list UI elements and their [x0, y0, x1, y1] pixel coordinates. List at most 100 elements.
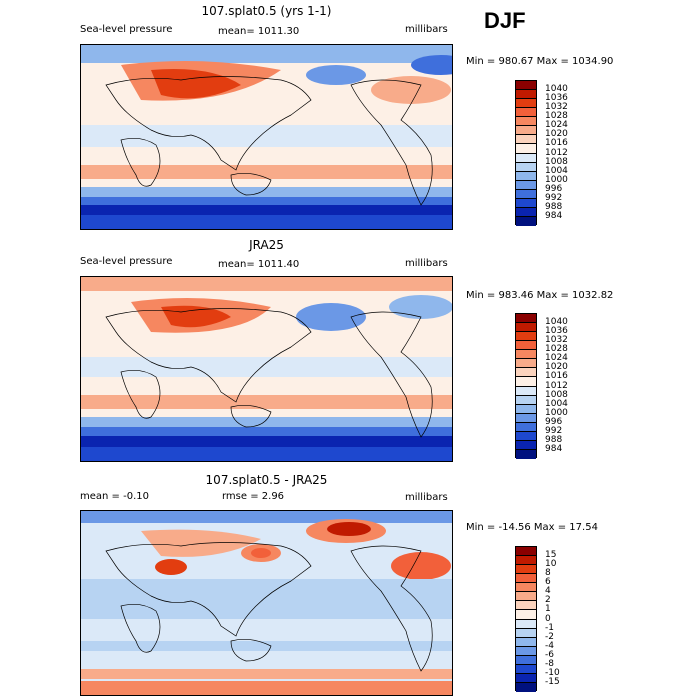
panel1-colorbar-label: 1036 [545, 93, 568, 104]
panel2-icelandic-low [389, 295, 452, 319]
panel1-minmax: Min = 980.67 Max = 1034.90 [466, 56, 614, 67]
panel3-colorbar-segment [516, 601, 536, 611]
panel2-colorbar-label: 1000 [545, 407, 568, 418]
panel3-tropical-band [81, 579, 452, 619]
panel2-colorbar-segment [516, 341, 536, 351]
panel1-colorbar-segment [516, 198, 536, 208]
panel2-colorbar-label: 1028 [545, 344, 568, 355]
panel2-colorbar-segment [516, 359, 536, 369]
panel1-southern-band-1 [81, 187, 452, 197]
season-label: DJF [484, 8, 526, 33]
panel3-antarctic-band [81, 681, 452, 695]
panel1-colorbar-segment [516, 81, 536, 91]
panel3-colorbar-label: 0 [545, 613, 551, 624]
panel2-subtropic-band [81, 395, 452, 409]
panel3-colorbar-segment [516, 547, 536, 557]
panel2-colorbar-segment [516, 368, 536, 378]
panel2-colorbar-label: 1016 [545, 371, 568, 382]
panel3-colorbar-label: -1 [545, 622, 554, 633]
panel2-colorbar-segment [516, 323, 536, 333]
panel3-colorbar-segment [516, 664, 536, 674]
panel2-colorbar-label: 1004 [545, 398, 568, 409]
panel2-colorbar-label: 996 [545, 416, 563, 427]
panel3-colorbar-label: 8 [545, 568, 551, 579]
panel3-colorbar-label: -2 [545, 631, 554, 642]
panel2-map-field [81, 277, 452, 461]
panel1-icelandic-low [411, 55, 452, 75]
panel2-colorbar-segment [516, 440, 536, 450]
panel3-colorbar-label: 6 [545, 577, 551, 588]
panel1-southern-band-2 [81, 197, 452, 205]
panel1-colorbar-segment [516, 171, 536, 181]
panel3-map-field [81, 511, 452, 695]
panel1-colorbar [515, 80, 537, 226]
panel1-colorbar-label: 992 [545, 192, 563, 203]
panel1-colorbar-label: 1000 [545, 174, 568, 185]
panel1-colorbar-label: 996 [545, 183, 563, 194]
panel1-colorbar-segment [516, 180, 536, 190]
panel3-atlantic-anomaly [391, 552, 451, 580]
panel1-colorbar-segment [516, 144, 536, 154]
panel3-units-label: millibars [405, 492, 448, 503]
panel3-north-pacific-core [327, 522, 371, 536]
panel3-colorbar-segment [516, 565, 536, 575]
panel2-equator-band [81, 357, 452, 377]
panel2-coastlines [105, 308, 433, 438]
panel3-colorbar-segment [516, 583, 536, 593]
panel2-colorbar-label: 1008 [545, 389, 568, 400]
panel1-colorbar-label: 1016 [545, 138, 568, 149]
panel3-tibet-anomaly [155, 559, 187, 575]
panel1-colorbar-segment [516, 117, 536, 127]
panel1-colorbar-label: 1032 [545, 102, 568, 113]
panel1-colorbar-segment [516, 135, 536, 145]
panel1-colorbar-segment [516, 108, 536, 118]
panel2-colorbar-segment [516, 395, 536, 405]
panel3-colorbar-segment [516, 682, 536, 692]
panel3-colorbar-segment [516, 673, 536, 683]
panel3-coastlines [105, 542, 433, 672]
panel3-colorbar-segment [516, 619, 536, 629]
panel3-colorbar-label: -10 [545, 667, 560, 678]
panel2-colorbar-label: 1020 [545, 362, 568, 373]
panel3-colorbar-segment [516, 628, 536, 638]
panel2-colorbar-label: 992 [545, 425, 563, 436]
panel1-arctic-band [81, 45, 452, 63]
panel3-colorbar-label: 4 [545, 586, 551, 597]
panel3-colorbar-segment [516, 610, 536, 620]
panel1-southern-band-3 [81, 205, 452, 215]
panel1-aleutian-low [306, 65, 366, 85]
panel2-southern-band-2 [81, 427, 452, 436]
panel1-colorbar-label: 1040 [545, 84, 568, 95]
panel3-southern-band-1 [81, 641, 452, 651]
panel1-colorbar-label: 1020 [545, 129, 568, 140]
panel1-colorbar-label: 984 [545, 210, 563, 221]
panel3-rmse-label: rmse = 2.96 [222, 491, 285, 502]
panel1-colorbar-segment [516, 153, 536, 163]
panel2-map [80, 276, 453, 462]
panel1-colorbar-segment [516, 90, 536, 100]
panel2-colorbar-segment [516, 377, 536, 387]
panel2-colorbar-segment [516, 431, 536, 441]
panel2-colorbar-segment [516, 314, 536, 324]
panel3-colorbar-segment [516, 592, 536, 602]
panel1-variable-label: Sea-level pressure [80, 24, 173, 35]
panel1-map [80, 44, 453, 230]
panel1-subtropic-band [81, 165, 452, 179]
panel3-colorbar-label: -4 [545, 640, 554, 651]
panel3-colorbar-label: 10 [545, 559, 557, 570]
panel2-aleutian-low [296, 303, 366, 331]
panel1-atlantic-high [371, 76, 451, 104]
panel2-colorbar-segment [516, 413, 536, 423]
panel1-coastlines [105, 76, 433, 206]
panel1-colorbar-label: 1008 [545, 156, 568, 167]
panel1-colorbar-segment [516, 162, 536, 172]
panel2-variable-label: Sea-level pressure [80, 256, 173, 267]
panel2-siberian-core [161, 305, 231, 328]
panel2-units-label: millibars [405, 258, 448, 269]
panel2-colorbar-label: 1036 [545, 326, 568, 337]
panel1-colorbar-label: 1028 [545, 111, 568, 122]
panel3-colorbar-label: 2 [545, 595, 551, 606]
panel3-southern-band-2 [81, 669, 452, 679]
panel2-title: JRA25 [249, 238, 284, 252]
panel1-antarctic-band [81, 215, 452, 229]
